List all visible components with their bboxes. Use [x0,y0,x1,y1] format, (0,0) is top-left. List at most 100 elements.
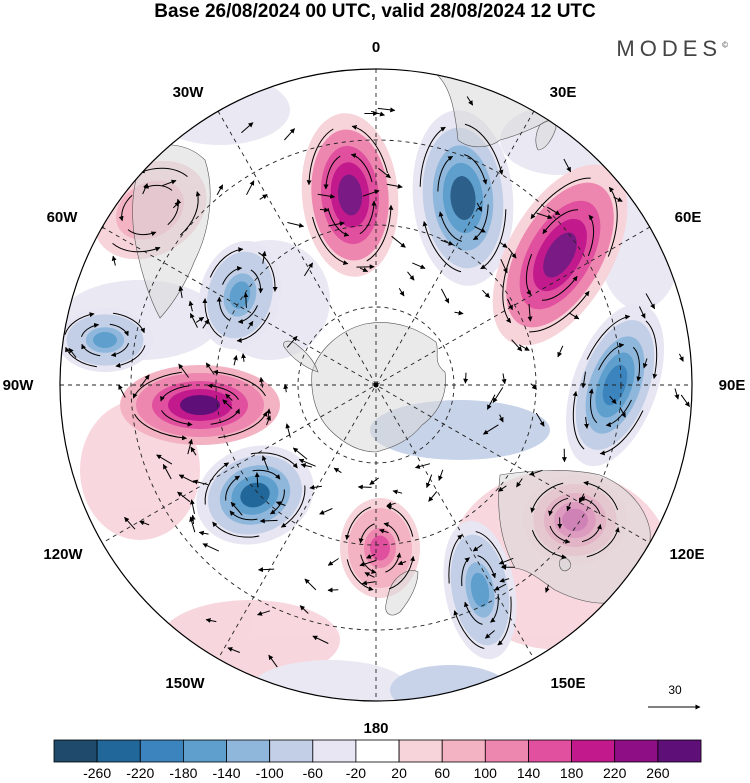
brand-text: MODES [616,36,723,61]
lon-label-180: 180 [363,720,388,737]
circulation-streamline [572,314,658,456]
wind-arrow [124,516,136,530]
wind-arrow [474,226,486,233]
anomaly-low-45w [198,240,282,350]
streamline-arrow [383,522,400,542]
reference-vector-label: 30 [668,683,682,697]
wind-arrow [243,292,249,308]
circulation-streamline [216,265,264,325]
streamline-arrow [607,186,618,257]
wind-arrow [259,194,268,200]
colorbar-swatch [312,739,357,763]
circulation-streamline [530,480,620,560]
wind-arrow [303,262,314,277]
streamline-arrow [386,504,414,537]
wind-arrow [327,558,339,566]
colorbar-tick-label: 140 [517,765,541,781]
wind-arrow [178,285,184,299]
streamline-arrow [346,559,374,592]
streamline-arrow [422,221,462,273]
wind-arrow [300,463,313,468]
wind-arrow [364,572,375,578]
wind-arrow [428,491,438,502]
streamline-arrow [213,369,266,397]
wind-arrow [161,179,177,187]
wind-arrow [254,472,260,488]
streamline-arrow [280,485,306,528]
streamline-arrow [586,527,620,558]
streamline-arrow [587,214,595,257]
wind-arrow [674,388,680,400]
streamline-arrow [461,557,470,587]
wind-arrow [319,207,330,213]
colorbar-swatch [571,739,616,763]
lon-label-120w: 120W [43,546,83,563]
wind-arrow [257,610,271,616]
wind-arrow [359,559,377,567]
streamline-arrow [497,596,512,646]
streamline-arrow [311,216,349,266]
streamline-arrow [350,153,373,183]
south-america [132,144,211,319]
wind-arrow [563,158,572,173]
wind-arrow [304,578,317,591]
anomaly-high-170w [340,498,420,598]
map-boundary [59,68,693,702]
streamline-arrow [586,314,631,360]
wind-arrow [328,221,345,227]
wind-arrow [68,347,77,359]
streamline-arrow [209,247,244,278]
wind-arrow [216,184,224,196]
streamline-arrow [237,305,258,325]
wind-arrow [198,530,209,536]
wind-arrow [386,501,396,507]
wind-arrow [156,454,173,465]
circulation-streamline [461,555,499,625]
colorbar-swatch [398,739,443,763]
wind-arrow [440,288,450,304]
streamline-arrow [250,452,298,469]
wind-arrow [178,474,195,484]
streamline-arrow [306,128,334,186]
streamline-arrow [529,290,590,333]
brand-mark: © [722,40,728,50]
wind-arrow [530,383,537,390]
wind-arrow [225,393,233,401]
streamline-arrow [419,126,446,187]
wind-arrow [190,446,197,456]
streamline-arrow [502,253,513,324]
wind-arrow [638,306,646,319]
circulation-streamline [419,123,507,273]
wind-arrow [544,584,550,593]
circulation-streamline [132,369,268,441]
wind-arrow [139,520,150,526]
wind-arrow [162,463,172,480]
lon-label-60w: 60W [47,209,79,226]
anomaly-core [543,232,577,278]
wind-arrow [286,335,298,348]
wind-arrow [377,107,396,113]
streamline-arrow [212,521,260,538]
streamline-arrow [81,322,100,337]
wind-arrow [486,394,496,410]
streamline-arrow [598,342,625,371]
streamline-arrow [210,408,240,425]
streamline-arrow [161,410,193,427]
wind-arrow [172,201,180,209]
streamline-arrow [229,510,258,521]
wind-arrow [366,553,376,559]
wind-arrow [285,423,291,438]
wind-arrow [283,383,289,393]
streamline-arrow [258,252,278,292]
wind-arrow [333,467,342,474]
wind-arrow [619,407,626,418]
streamline-arrow [179,191,201,236]
circulation-streamline [306,124,394,266]
circulation-streamline [323,153,377,237]
wind-arrow [189,312,198,328]
wind-arrow [190,514,196,525]
south-pole-marker [373,382,379,388]
streamline-arrow [588,388,598,424]
wind-arrow [438,469,444,481]
